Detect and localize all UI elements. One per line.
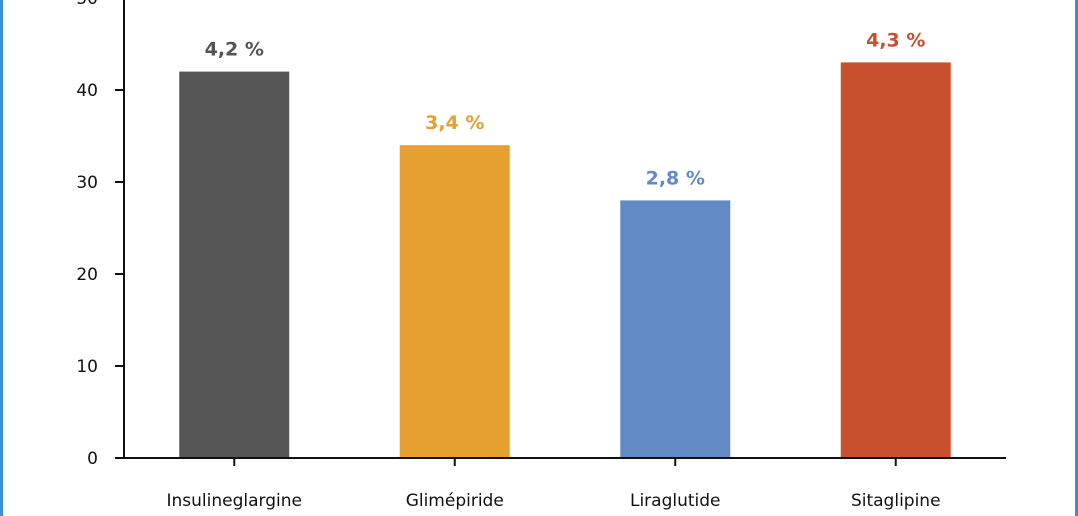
x-category-label: Sitaglipine (851, 491, 941, 511)
bar (620, 200, 731, 458)
y-tick-label: 10 (76, 357, 98, 377)
bar-chart: 0 10 20 30 40 50 4,2 % 3,4 % 2,8 % 4,3 % Insulin… (76, 0, 1006, 511)
x-category-label: Liraglutide (630, 491, 721, 511)
bar-value-label: 4,3 % (866, 29, 925, 51)
y-tick-label: 20 (76, 265, 98, 285)
x-category-label: Glimépiride (406, 491, 504, 511)
x-axis: Insulineglargine Glimépiride Liraglutide Si… (124, 457, 1006, 511)
y-tick-label: 0 (87, 449, 98, 469)
y-tick-label: 50 (76, 0, 98, 9)
bar (399, 145, 510, 458)
bar (179, 71, 290, 458)
bar-value-label: 4,2 % (205, 39, 264, 61)
bar-value-label: 3,4 % (425, 112, 484, 134)
bar-value-label: 2,8 % (646, 167, 705, 189)
y-axis: 0 10 20 30 40 50 (76, 0, 125, 469)
y-tick-label: 30 (76, 173, 98, 193)
bar (840, 62, 951, 459)
bars: 4,2 % 3,4 % 2,8 % 4,3 % (179, 29, 951, 459)
y-tick-label: 40 (76, 81, 98, 101)
x-category-label: Insulineglargine (167, 491, 302, 511)
